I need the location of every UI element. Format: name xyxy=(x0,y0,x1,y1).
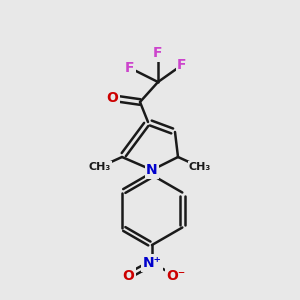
Text: CH₃: CH₃ xyxy=(89,162,111,172)
Text: F: F xyxy=(125,61,135,75)
Text: O⁻: O⁻ xyxy=(167,269,186,283)
Text: N⁺: N⁺ xyxy=(142,256,161,270)
Text: O: O xyxy=(106,91,118,105)
Text: CH₃: CH₃ xyxy=(189,162,211,172)
Text: N: N xyxy=(146,163,158,177)
Text: O: O xyxy=(122,269,134,283)
Text: F: F xyxy=(153,46,163,60)
Text: F: F xyxy=(177,58,187,72)
